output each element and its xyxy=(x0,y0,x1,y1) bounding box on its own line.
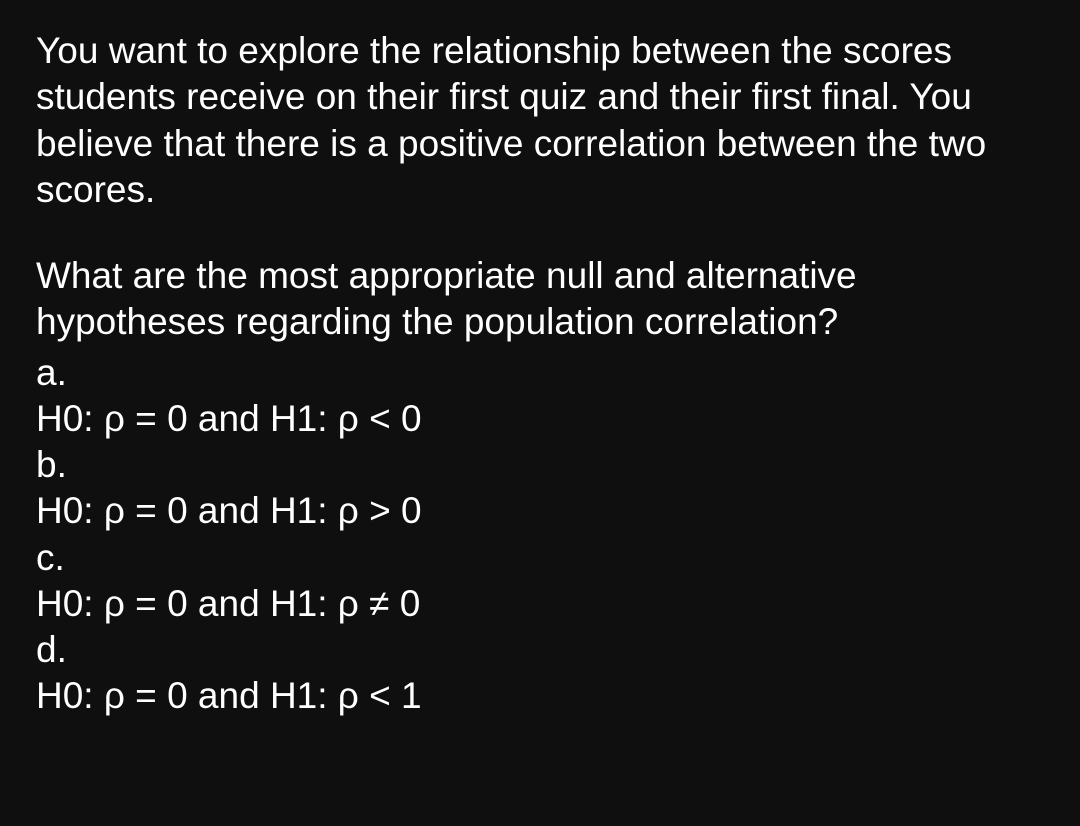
option-body: H0: ρ = 0 and H1: ρ < 1 xyxy=(36,673,1044,719)
option-letter: d. xyxy=(36,627,1044,673)
option-letter: c. xyxy=(36,535,1044,581)
option-d[interactable]: d. H0: ρ = 0 and H1: ρ < 1 xyxy=(36,627,1044,720)
option-letter: b. xyxy=(36,442,1044,488)
option-c[interactable]: c. H0: ρ = 0 and H1: ρ ≠ 0 xyxy=(36,535,1044,628)
intro-text: You want to explore the relationship bet… xyxy=(36,28,1044,213)
option-letter: a. xyxy=(36,350,1044,396)
option-body: H0: ρ = 0 and H1: ρ < 0 xyxy=(36,396,1044,442)
option-a[interactable]: a. H0: ρ = 0 and H1: ρ < 0 xyxy=(36,350,1044,443)
question-page: You want to explore the relationship bet… xyxy=(0,0,1080,756)
option-body: H0: ρ = 0 and H1: ρ ≠ 0 xyxy=(36,581,1044,627)
option-body: H0: ρ = 0 and H1: ρ > 0 xyxy=(36,488,1044,534)
option-b[interactable]: b. H0: ρ = 0 and H1: ρ > 0 xyxy=(36,442,1044,535)
question-text: What are the most appropriate null and a… xyxy=(36,253,1044,346)
